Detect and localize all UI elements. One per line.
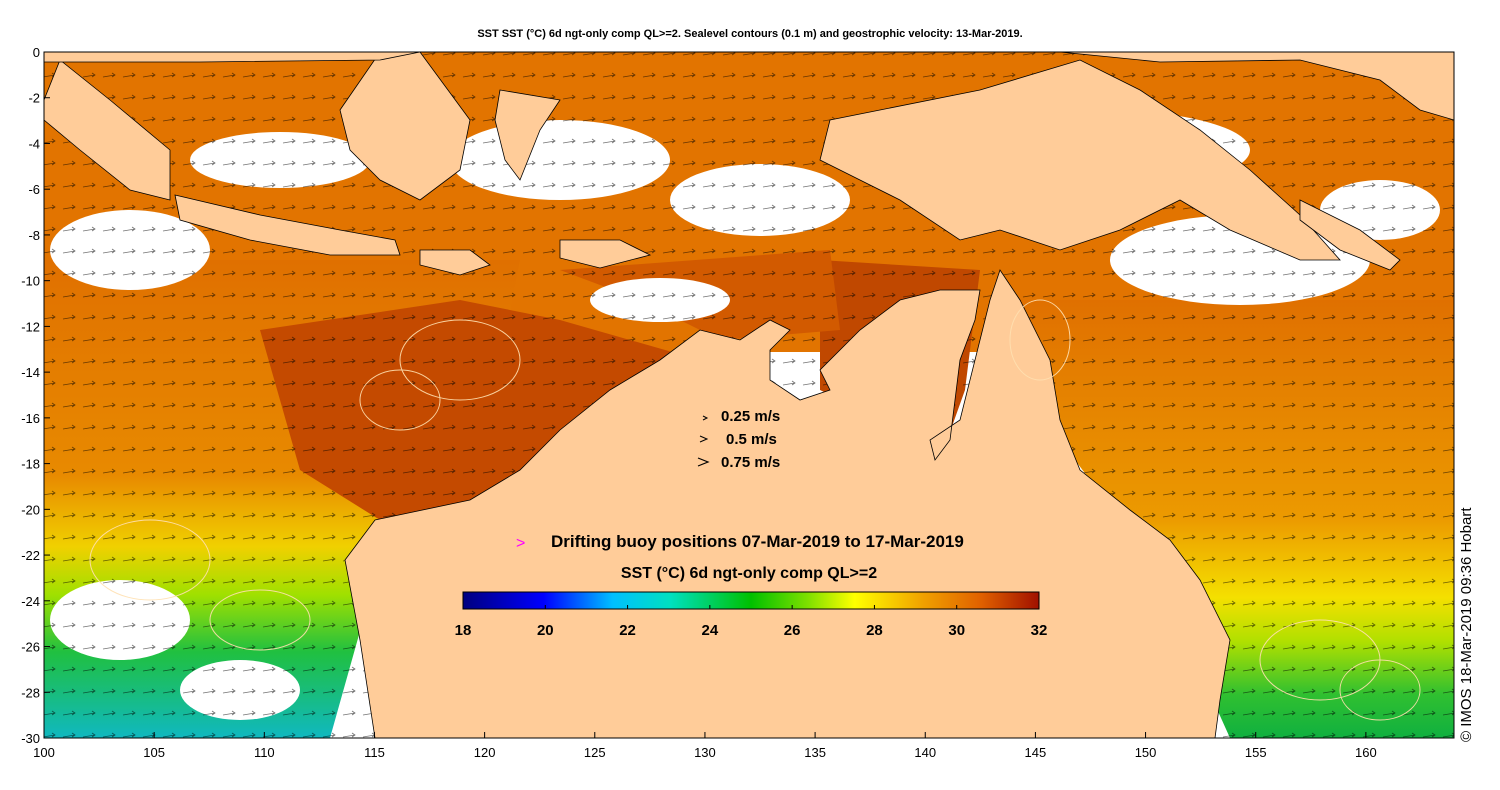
y-tick-label: -14	[21, 365, 40, 380]
y-tick-label: 0	[33, 45, 40, 60]
colorbar-title: SST (°C) 6d ngt-only comp QL>=2	[621, 565, 877, 582]
y-tick-label: -22	[21, 548, 40, 563]
x-tick-label: 100	[33, 745, 55, 760]
y-tick-label: -28	[21, 685, 40, 700]
colorbar-tick-label: 24	[702, 622, 719, 639]
x-tick-label: 105	[143, 745, 165, 760]
buoy-symbol-icon: >	[516, 535, 525, 552]
x-tick-label: 135	[804, 745, 826, 760]
colorbar-tick-label: 26	[784, 622, 801, 639]
sumatra	[44, 59, 171, 201]
velocity-legend: 0.25 m/s 0.5 m/s 0.75 m/s	[697, 408, 780, 471]
colorbar-tick-label: 30	[948, 622, 965, 639]
malay-coast	[44, 52, 421, 63]
y-tick-label: -20	[21, 502, 40, 517]
arrow-025-icon	[702, 415, 709, 421]
arrow-05-icon	[699, 435, 709, 443]
x-tick-label: 125	[584, 745, 606, 760]
y-tick-label: -6	[28, 182, 40, 197]
credit-text: © IMOS 18-Mar-2019 09:36 Hobart	[1458, 507, 1475, 743]
colorbar-tick-label: 28	[866, 622, 883, 639]
java	[174, 194, 401, 256]
y-tick-label: -8	[28, 228, 40, 243]
y-tick-label: -30	[21, 731, 40, 746]
y-tick-label: -4	[28, 136, 40, 151]
x-tick-label: 130	[694, 745, 716, 760]
sealevel-contours	[89, 299, 1421, 721]
y-tick-label: -18	[21, 457, 40, 472]
y-axis: 0 -2 -4 -6 -8 -10 -12 -14 -16 -18 -20 -22 -24 -26 -28 -…	[21, 45, 50, 746]
y-tick-label: -16	[21, 411, 40, 426]
x-tick-label: 115	[364, 745, 385, 760]
sst-field	[44, 52, 1454, 738]
colorbar: SST (°C) 6d ngt-only comp QL>=2 18 20 22 24…	[455, 565, 1048, 639]
x-tick-label: 140	[914, 745, 936, 760]
timor	[559, 239, 652, 269]
y-tick-label: -12	[21, 319, 40, 334]
borneo	[339, 52, 471, 201]
map-frame	[43, 51, 1455, 739]
australia	[344, 269, 1231, 738]
solomon-islands	[1299, 199, 1401, 271]
x-tick-label: 155	[1245, 745, 1267, 760]
velocity-legend-075: 0.75 m/s	[721, 454, 780, 471]
x-tick-label: 150	[1135, 745, 1157, 760]
colorbar-tick-label: 32	[1031, 622, 1048, 639]
colorbar-ramp	[462, 591, 1040, 610]
y-tick-label: -10	[21, 274, 40, 289]
x-tick-label: 145	[1025, 745, 1047, 760]
velocity-legend-025: 0.25 m/s	[721, 408, 780, 425]
buoy-legend: > Drifting buoy positions 07-Mar-2019 to…	[516, 532, 964, 552]
colorbar-ticks: 18 20 22 24 26 28 30 32	[455, 605, 1048, 639]
sulawesi	[494, 89, 561, 181]
x-tick-label: 110	[254, 745, 275, 760]
x-axis: 100 105 110 115 120 125 130 135 140 145 150 155 160	[33, 732, 1377, 760]
lesser-sunda	[419, 249, 491, 276]
buoy-legend-label: Drifting buoy positions 07-Mar-2019 to 1…	[551, 532, 964, 551]
x-tick-label: 160	[1355, 745, 1377, 760]
pacific-islands	[1059, 52, 1454, 121]
colorbar-tick-label: 18	[455, 622, 472, 639]
y-tick-label: -24	[21, 594, 40, 609]
arrow-075-icon	[697, 457, 710, 467]
velocity-legend-05: 0.5 m/s	[726, 431, 777, 448]
y-tick-label: -2	[28, 91, 40, 106]
x-tick-label: 120	[474, 745, 496, 760]
colorbar-tick-label: 20	[537, 622, 554, 639]
colorbar-tick-label: 22	[619, 622, 636, 639]
new-guinea	[819, 59, 1341, 261]
map-title: SST SST (°C) 6d ngt-only comp QL>=2. Sea…	[477, 28, 1023, 40]
land	[44, 52, 1454, 738]
y-tick-label: -26	[21, 640, 40, 655]
